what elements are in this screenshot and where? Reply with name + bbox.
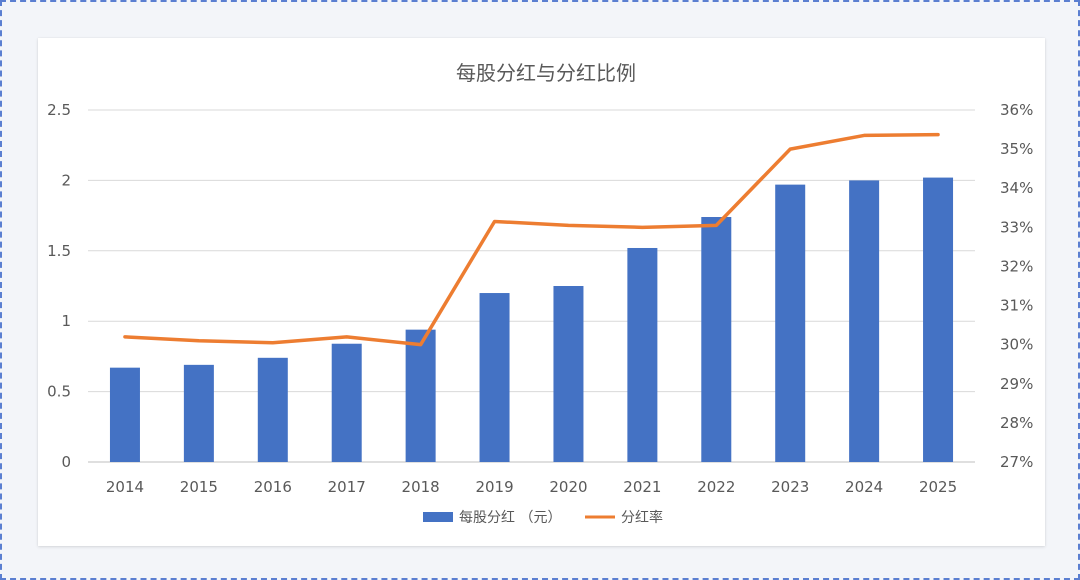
y-right-tick-label: 31% [1000,297,1033,315]
legend: 每股分红 （元） 分红率 [423,509,663,526]
x-tick-label: 2025 [919,478,957,496]
line-series [123,132,940,347]
y-axis-left-ticks: 0 0.5 1 1.5 2 2.5 [47,101,71,471]
y-right-tick-label: 35% [1000,140,1033,158]
chart-title: 每股分红与分红比例 [456,61,636,85]
combo-chart: 每股分红与分红比例 2014 2015 2016 2017 2018 2019 2020 20… [47,61,1033,526]
bar [109,367,140,462]
bar [183,364,214,462]
bar [257,357,288,462]
bar [627,247,658,462]
y-right-tick-label: 29% [1000,375,1033,393]
y-left-tick-label: 0.5 [47,383,71,401]
bar [553,286,584,462]
bar [405,329,436,462]
y-right-tick-label: 33% [1000,218,1033,236]
y-right-tick-label: 27% [1000,453,1033,471]
line-path [123,132,940,347]
bar [479,293,510,462]
y-left-tick-label: 0 [61,453,71,471]
chart-card: 每股分红与分红比例 2014 2015 2016 2017 2018 2019 2020 20… [38,38,1045,546]
x-tick-label: 2016 [254,478,292,496]
legend-swatch-bar [423,512,453,522]
x-tick-label: 2023 [771,478,809,496]
bar [701,217,732,462]
legend-label-bar: 每股分红 （元） [459,510,561,526]
x-tick-label: 2020 [549,478,587,496]
x-tick-label: 2014 [106,478,144,496]
y-right-tick-label: 34% [1000,179,1033,197]
y-left-tick-label: 2.5 [47,101,71,119]
x-axis-ticks: 2014 2015 2016 2017 2018 2019 2020 2021 2022 2023… [106,478,957,496]
y-right-tick-label: 32% [1000,257,1033,275]
x-tick-label: 2022 [697,478,735,496]
legend-label-line: 分红率 [621,509,663,526]
y-left-tick-label: 2 [61,171,71,189]
x-tick-label: 2024 [845,478,883,496]
x-tick-label: 2021 [623,478,661,496]
y-left-tick-label: 1 [61,312,71,330]
x-tick-label: 2018 [402,478,440,496]
x-tick-label: 2019 [475,478,513,496]
y-right-tick-label: 30% [1000,336,1033,354]
bar [923,177,954,463]
y-left-tick-label: 1.5 [47,242,71,260]
bar [331,343,362,462]
x-tick-label: 2017 [328,478,366,496]
y-axis-right-ticks: 27% 28% 29% 30% 31% 32% 33% 34% 35% 36% [1000,101,1033,471]
bar [849,180,880,462]
x-tick-label: 2015 [180,478,218,496]
bar [775,184,806,462]
y-right-tick-label: 36% [1000,101,1033,119]
bar-series [109,177,954,463]
gridlines [88,109,975,463]
y-right-tick-label: 28% [1000,414,1033,432]
